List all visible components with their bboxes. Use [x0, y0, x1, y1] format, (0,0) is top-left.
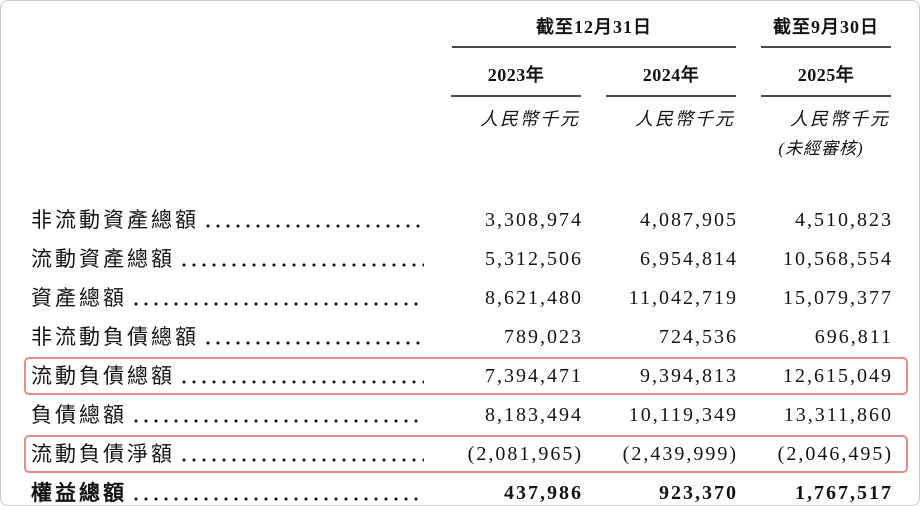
table-body: 非流動資產總額 3,308,974 4,087,905 4,510,823 流動… [24, 201, 908, 505]
value-2025: 15,079,377 [783, 287, 893, 309]
dot-leader [179, 435, 424, 474]
unit-label-2023: 人民幣千元 [480, 109, 580, 129]
year-2025-cell: 2025年 [736, 61, 891, 97]
value-2023: 789,023 [504, 326, 583, 348]
dot-leader [203, 318, 424, 357]
value-2023: 8,183,494 [485, 404, 583, 426]
dot-leader [203, 201, 424, 240]
row-label: 資產總額 [31, 286, 127, 310]
table-row-total-non-current-assets: 非流動資產總額 3,308,974 4,087,905 4,510,823 [31, 201, 891, 240]
table-row-total-equity: 權益總額 437,986 923,370 1,767,517 [31, 474, 893, 505]
period-header-dec31: 截至12月31日 [452, 13, 736, 48]
value-2025: 1,767,517 [795, 482, 893, 504]
year-2025-header: 2025年 [761, 61, 891, 97]
value-2025: 10,568,554 [783, 248, 893, 270]
value-2024: 10,119,349 [628, 404, 738, 426]
unit-label-2025: 人民幣千元 [790, 109, 890, 129]
dot-leader [131, 474, 424, 505]
dot-leader [179, 357, 424, 396]
unaudited-note: (未經審核) [778, 139, 864, 158]
value-2023: 5,312,506 [485, 248, 583, 270]
table-row-total-assets: 資產總額 8,621,480 11,042,719 15,079,377 [31, 279, 891, 318]
value-2024: 923,370 [659, 482, 738, 504]
unaudited-note-cell: (未經審核) [736, 134, 891, 159]
dot-leader [131, 396, 424, 435]
value-2025: 696,811 [814, 326, 893, 348]
value-2023: (2,081,965) [467, 443, 583, 465]
dot-leader [131, 279, 424, 318]
year-2024-header: 2024年 [606, 61, 736, 97]
value-2025: (2,046,495) [777, 443, 893, 465]
period-group-sep30-cell: 截至9月30日 [736, 13, 891, 48]
value-2024: 11,042,719 [628, 287, 738, 309]
table-row-net-current-liabilities: 流動負債淨額 (2,081,965) (2,439,999) (2,046,49… [24, 435, 908, 474]
value-2024: 4,087,905 [640, 209, 738, 231]
period-header-sep30: 截至9月30日 [761, 13, 891, 48]
year-2023-header: 2023年 [451, 61, 581, 97]
value-2025: 13,311,860 [783, 404, 893, 426]
dot-leader [179, 240, 424, 279]
table-header-year-row: 2023年 2024年 2025年 [31, 61, 891, 97]
row-label: 權益總額 [31, 481, 127, 505]
table-row-total-liabilities: 負債總額 8,183,494 10,119,349 13,311,860 [31, 396, 891, 435]
table-header-note-row: (未經審核) [31, 134, 891, 159]
year-2024-cell: 2024年 [581, 61, 736, 97]
period-group-dec31-cell: 截至12月31日 [429, 13, 736, 48]
row-label: 流動負債淨額 [31, 442, 175, 466]
row-label: 非流動資產總額 [31, 208, 199, 232]
value-2023: 3,308,974 [485, 209, 583, 231]
value-2023: 8,621,480 [485, 287, 583, 309]
table-header-unit-row: 人民幣千元 人民幣千元 人民幣千元 [31, 105, 891, 131]
table-row-total-current-assets: 流動資產總額 5,312,506 6,954,814 10,568,554 [31, 240, 891, 279]
table-row-total-current-liabilities: 流動負債總額 7,394,471 9,394,813 12,615,049 [24, 357, 908, 396]
year-2023-cell: 2023年 [429, 61, 581, 97]
value-2023: 7,394,471 [485, 365, 583, 387]
table-header-period-row: 截至12月31日 截至9月30日 [31, 13, 891, 48]
unit-label-2024: 人民幣千元 [635, 109, 735, 129]
row-label: 流動負債總額 [31, 364, 175, 388]
value-2023: 437,986 [504, 482, 583, 504]
table-row-total-non-current-liabilities: 非流動負債總額 789,023 724,536 696,811 [31, 318, 891, 357]
value-2024: 724,536 [659, 326, 738, 348]
row-label: 非流動負債總額 [31, 325, 199, 349]
value-2025: 4,510,823 [795, 209, 893, 231]
value-2025: 12,615,049 [783, 365, 893, 387]
value-2024: 6,954,814 [640, 248, 738, 270]
row-label: 流動資產總額 [31, 247, 175, 271]
value-2024: (2,439,999) [622, 443, 738, 465]
value-2024: 9,394,813 [640, 365, 738, 387]
row-label: 負債總額 [31, 403, 127, 427]
